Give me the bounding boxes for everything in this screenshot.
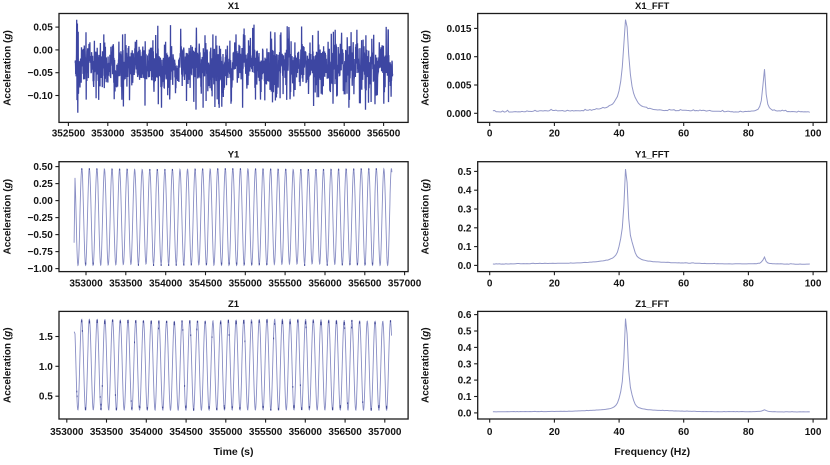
svg-text:356500: 356500 <box>367 129 401 140</box>
svg-text:20: 20 <box>549 278 561 289</box>
svg-text:352500: 352500 <box>52 129 86 140</box>
svg-text:357000: 357000 <box>388 278 422 289</box>
svg-text:356500: 356500 <box>328 427 362 438</box>
svg-text:0.5: 0.5 <box>458 167 472 178</box>
svg-text:100: 100 <box>805 278 822 289</box>
svg-text:0.3: 0.3 <box>458 359 472 370</box>
svg-text:354000: 354000 <box>170 129 204 140</box>
svg-text:0: 0 <box>487 427 493 438</box>
svg-text:80: 80 <box>743 278 755 289</box>
svg-text:Acceleration (g): Acceleration (g) <box>3 327 14 403</box>
svg-text:357000: 357000 <box>368 427 402 438</box>
svg-text:X1: X1 <box>228 1 240 12</box>
svg-text:20: 20 <box>549 129 561 140</box>
svg-text:100: 100 <box>805 427 822 438</box>
svg-text:0.5: 0.5 <box>39 392 53 403</box>
svg-text:−0.50: −0.50 <box>27 230 53 241</box>
svg-text:80: 80 <box>743 427 755 438</box>
svg-text:Acceleration (g): Acceleration (g) <box>3 30 14 106</box>
svg-text:353500: 353500 <box>109 278 143 289</box>
svg-text:Acceleration (g): Acceleration (g) <box>3 179 14 255</box>
svg-text:0.5: 0.5 <box>458 327 472 338</box>
svg-text:40: 40 <box>614 129 626 140</box>
svg-text:80: 80 <box>743 129 755 140</box>
svg-text:354500: 354500 <box>169 427 203 438</box>
svg-text:356500: 356500 <box>348 278 382 289</box>
svg-text:355000: 355000 <box>209 427 243 438</box>
svg-text:0.1: 0.1 <box>458 242 472 253</box>
svg-text:1.5: 1.5 <box>39 332 53 343</box>
svg-text:353500: 353500 <box>90 427 124 438</box>
svg-text:−0.10: −0.10 <box>27 91 53 102</box>
svg-text:355000: 355000 <box>249 129 283 140</box>
svg-text:356000: 356000 <box>289 427 323 438</box>
svg-text:0.25: 0.25 <box>33 179 53 190</box>
svg-text:Z1: Z1 <box>228 299 240 310</box>
svg-text:355500: 355500 <box>288 129 322 140</box>
svg-text:Frequency (Hz): Frequency (Hz) <box>614 446 690 458</box>
svg-text:60: 60 <box>678 427 690 438</box>
svg-text:0.00: 0.00 <box>33 196 53 207</box>
svg-text:353000: 353000 <box>50 427 84 438</box>
svg-text:353000: 353000 <box>69 278 103 289</box>
svg-text:0.015: 0.015 <box>446 24 471 35</box>
svg-text:Acceleration (g): Acceleration (g) <box>421 30 432 106</box>
svg-text:100: 100 <box>805 129 822 140</box>
svg-text:354500: 354500 <box>189 278 223 289</box>
svg-text:Y1_FFT: Y1_FFT <box>635 150 670 161</box>
svg-text:356000: 356000 <box>328 129 362 140</box>
svg-text:355000: 355000 <box>229 278 263 289</box>
svg-text:0.0: 0.0 <box>458 261 472 272</box>
svg-text:0: 0 <box>487 278 493 289</box>
svg-text:0.005: 0.005 <box>446 81 471 92</box>
svg-text:353000: 353000 <box>91 129 125 140</box>
svg-text:60: 60 <box>678 129 690 140</box>
svg-text:0.6: 0.6 <box>458 310 472 321</box>
svg-text:Acceleration (g): Acceleration (g) <box>421 327 432 403</box>
svg-text:Y1: Y1 <box>228 150 240 161</box>
svg-text:−1.00: −1.00 <box>27 264 53 275</box>
svg-text:355500: 355500 <box>249 427 283 438</box>
svg-text:354500: 354500 <box>209 129 243 140</box>
svg-text:356000: 356000 <box>308 278 342 289</box>
svg-text:−0.25: −0.25 <box>27 213 53 224</box>
svg-text:0.2: 0.2 <box>458 223 472 234</box>
svg-text:60: 60 <box>678 278 690 289</box>
svg-text:0.50: 0.50 <box>33 162 53 173</box>
svg-text:0.4: 0.4 <box>458 186 472 197</box>
svg-text:Z1_FFT: Z1_FFT <box>635 299 669 310</box>
svg-text:1.0: 1.0 <box>39 362 53 373</box>
svg-text:−0.05: −0.05 <box>27 68 53 79</box>
svg-text:354000: 354000 <box>149 278 183 289</box>
svg-text:−0.75: −0.75 <box>27 247 53 258</box>
svg-text:X1_FFT: X1_FFT <box>635 1 670 12</box>
svg-text:0: 0 <box>487 129 493 140</box>
svg-text:Time (s): Time (s) <box>213 446 253 458</box>
svg-text:0.010: 0.010 <box>446 52 471 63</box>
svg-text:0.3: 0.3 <box>458 205 472 216</box>
svg-text:Acceleration (g): Acceleration (g) <box>421 179 432 255</box>
svg-text:0.1: 0.1 <box>458 392 472 403</box>
svg-text:40: 40 <box>614 427 626 438</box>
svg-text:0.2: 0.2 <box>458 376 472 387</box>
svg-text:0.4: 0.4 <box>458 343 472 354</box>
svg-text:0.000: 0.000 <box>446 109 471 120</box>
svg-text:0.0: 0.0 <box>458 408 472 419</box>
svg-text:0.00: 0.00 <box>33 45 53 56</box>
svg-text:20: 20 <box>549 427 561 438</box>
svg-text:353500: 353500 <box>131 129 165 140</box>
svg-text:0.05: 0.05 <box>33 23 53 34</box>
svg-text:40: 40 <box>614 278 626 289</box>
svg-text:354000: 354000 <box>130 427 164 438</box>
svg-text:355500: 355500 <box>268 278 302 289</box>
